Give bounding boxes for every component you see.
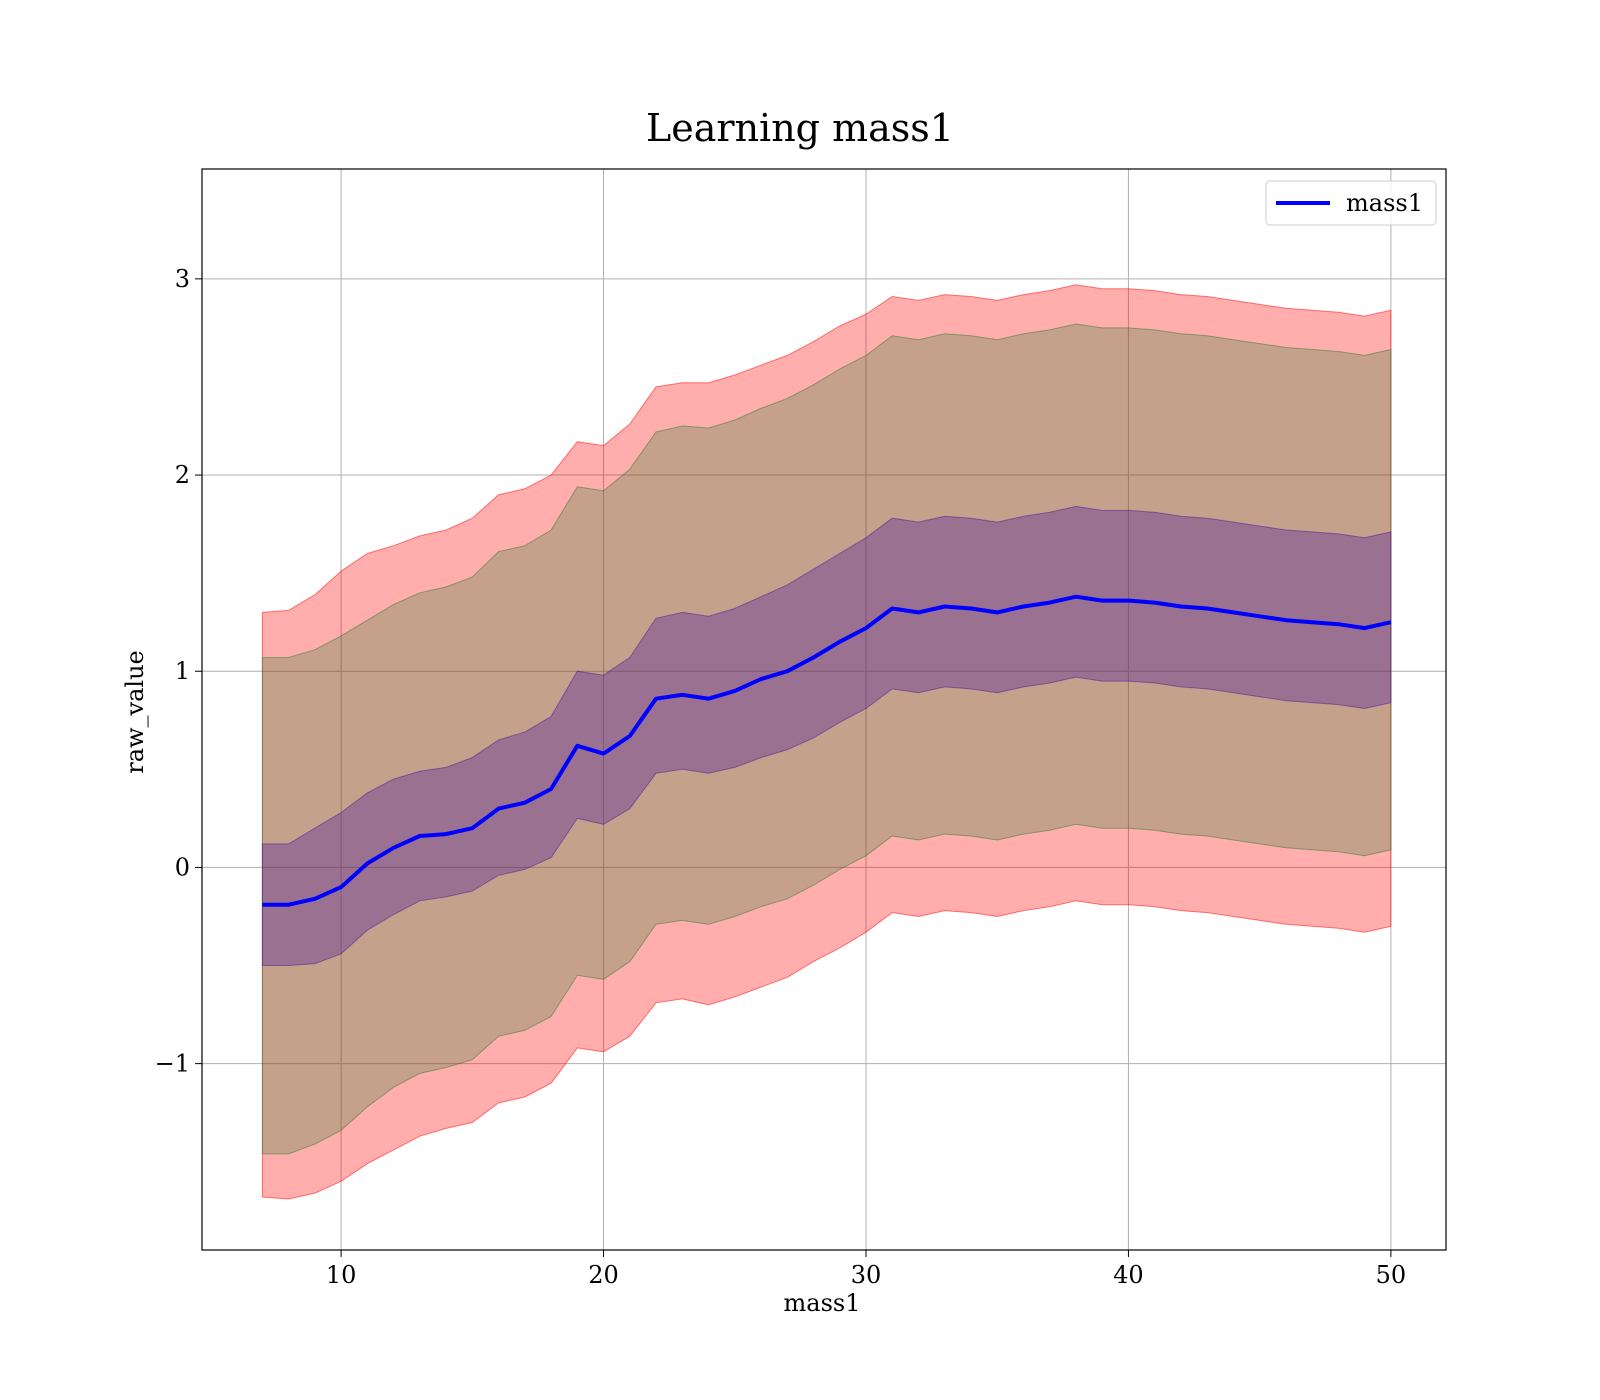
x-tick-label: 30 (851, 1261, 882, 1289)
x-tick-label: 20 (588, 1261, 619, 1289)
y-tick-label: 1 (175, 657, 190, 685)
series-lines (262, 594, 1392, 907)
x-axis-ticks: 10 20 30 40 50 (326, 1250, 1406, 1289)
confidence-band-0 (261, 284, 1392, 1200)
series-line-mass1 (262, 594, 1392, 907)
legend-label-mass1: mass1 (1346, 189, 1423, 217)
y-tick-label: −1 (155, 1050, 190, 1078)
x-tick-label: 50 (1376, 1261, 1407, 1289)
chart-title: Learning mass1 (646, 106, 954, 150)
y-tick-label: 2 (175, 461, 190, 489)
plot-area (201, 168, 1447, 1251)
confidence-bands (261, 284, 1392, 1200)
plot-frame (201, 168, 1447, 1251)
y-axis-ticks: −1 0 1 2 3 (155, 265, 202, 1078)
x-axis-label: mass1 (784, 1289, 861, 1317)
x-tick-label: 10 (326, 1261, 357, 1289)
y-tick-label: 3 (175, 265, 190, 293)
confidence-band-1 (261, 323, 1392, 1155)
y-axis-label: raw_value (121, 650, 149, 774)
legend-box (1265, 180, 1437, 226)
legend: mass1 (1265, 180, 1437, 226)
y-tick-label: 0 (175, 853, 190, 881)
confidence-band-2 (261, 505, 1392, 966)
x-tick-label: 40 (1113, 1261, 1144, 1289)
